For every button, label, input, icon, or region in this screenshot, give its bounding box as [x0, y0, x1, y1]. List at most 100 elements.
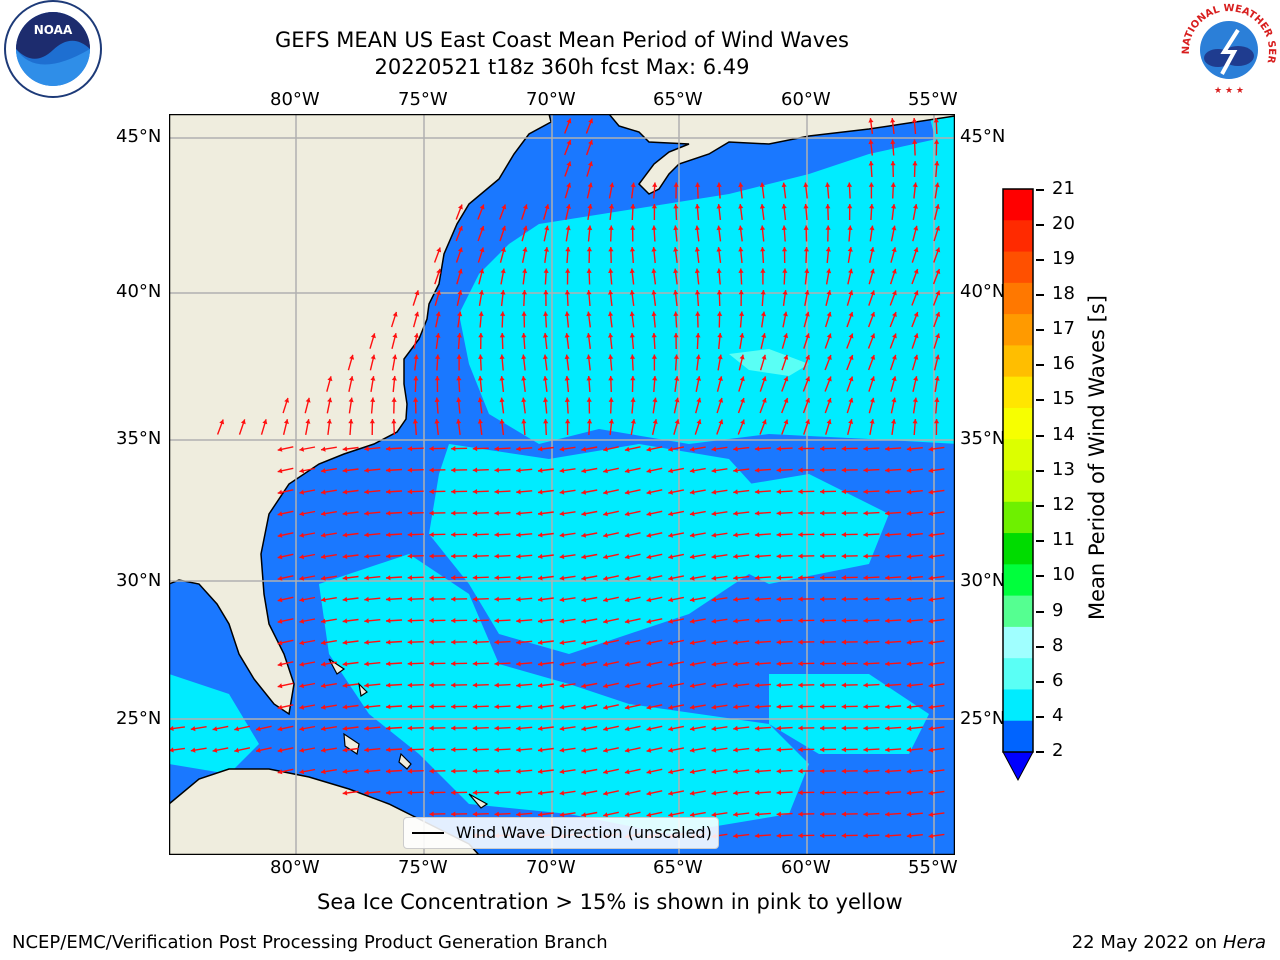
- wind-wave-arrow-head: [928, 446, 934, 452]
- wind-wave-arrow-head: [277, 489, 283, 495]
- wind-wave-arrow-head: [754, 768, 760, 774]
- wind-wave-arrow-head: [559, 468, 565, 474]
- lat-label-40n-right: 40°N: [960, 281, 1006, 302]
- colorbar-tick-label: 6: [1052, 670, 1064, 691]
- wind-wave-arrow-head: [820, 639, 825, 645]
- wind-wave-arrow-head: [668, 640, 673, 646]
- wind-wave-arrow-head: [913, 290, 919, 296]
- wind-wave-arrow-head: [716, 182, 722, 187]
- wind-wave-arrow-head: [564, 311, 570, 317]
- wind-wave-arrow-head: [754, 553, 760, 559]
- wind-wave-arrow-head: [472, 768, 478, 774]
- wind-wave-arrow-head: [841, 446, 847, 452]
- wind-wave-arrow-head: [608, 311, 614, 317]
- wind-wave-arrow-head: [716, 225, 722, 231]
- wind-wave-arrow-head: [928, 554, 934, 560]
- wind-wave-arrow-head: [869, 225, 875, 231]
- wind-wave-arrow-head: [906, 747, 912, 753]
- wind-wave-arrow-head: [386, 768, 391, 774]
- wind-wave-arrow-head: [277, 640, 283, 646]
- wind-wave-arrow-head: [542, 354, 548, 360]
- wind-wave-arrow-head: [624, 812, 630, 818]
- wind-wave-arrow-head: [472, 704, 478, 710]
- lon-label-60w-top: 60°W: [781, 89, 831, 110]
- wind-wave-arrow-head: [798, 467, 803, 473]
- wind-wave-arrow-head: [581, 726, 587, 732]
- wind-wave-arrow-head: [522, 247, 528, 252]
- wind-wave-arrow-head: [733, 596, 738, 602]
- wind-wave-arrow-head: [868, 161, 874, 166]
- wind-wave-arrow-head: [321, 554, 326, 560]
- wind-wave-arrow-head: [559, 489, 565, 495]
- wind-wave-arrow-head: [364, 747, 369, 753]
- wind-wave-arrow-head: [407, 596, 413, 602]
- wind-wave-arrow-head: [456, 397, 462, 403]
- wind-wave-arrow-head: [494, 682, 499, 688]
- wind-wave-arrow-head: [364, 725, 369, 731]
- wind-wave-arrow-head: [848, 333, 854, 339]
- wind-wave-arrow-head: [754, 489, 760, 495]
- wind-wave-arrow-head: [479, 226, 485, 231]
- wind-wave-arrow-head: [327, 376, 333, 382]
- wind-wave-arrow-head: [624, 554, 630, 560]
- wind-wave-arrow-head: [847, 225, 853, 230]
- colorbar-segment: [1003, 533, 1033, 565]
- wind-wave-arrow-head: [934, 161, 940, 166]
- wind-wave-arrow-head: [581, 704, 587, 710]
- wind-wave-arrow-head: [407, 682, 413, 688]
- wind-wave-arrow-head: [521, 376, 527, 381]
- wind-wave-arrow-head: [673, 290, 679, 295]
- wind-wave-arrow-head: [798, 618, 803, 624]
- wind-wave-arrow-head: [603, 618, 608, 624]
- wind-wave-arrow-head: [499, 376, 505, 381]
- wind-wave-arrow-head: [342, 467, 348, 473]
- wind-wave-arrow-head: [651, 354, 657, 359]
- wind-wave-arrow-head: [913, 376, 919, 381]
- wind-wave-arrow-head: [798, 768, 803, 774]
- wind-wave-arrow-head: [906, 725, 912, 731]
- wind-wave-arrow-head: [412, 419, 418, 424]
- wind-wave-arrow-head: [798, 553, 803, 559]
- lon-label-70w-top: 70°W: [526, 89, 576, 110]
- wind-wave-arrow-head: [581, 683, 587, 689]
- wind-wave-arrow-head: [646, 640, 652, 646]
- wind-wave-arrow-head: [472, 446, 478, 452]
- wind-wave-arrow-head: [581, 532, 587, 538]
- wind-wave-arrow-head: [652, 182, 658, 187]
- wind-wave-arrow-head: [581, 661, 587, 667]
- wind-wave-arrow-head: [673, 268, 679, 274]
- wind-wave-arrow-head: [673, 182, 679, 187]
- wind-wave-arrow-head: [754, 725, 760, 731]
- wind-wave-arrow-head: [825, 204, 831, 209]
- wind-wave-arrow-head: [348, 376, 354, 381]
- lon-label-80w-bottom: 80°W: [270, 857, 320, 878]
- wind-wave-arrow-head: [299, 618, 305, 624]
- wind-wave-arrow-head: [566, 161, 572, 167]
- wind-wave-arrow-head: [646, 511, 652, 517]
- wind-wave-arrow-head: [711, 726, 717, 732]
- wind-wave-arrow-head: [885, 596, 890, 602]
- wind-wave-arrow-head: [364, 639, 369, 645]
- wind-wave-arrow-head: [928, 468, 934, 474]
- wind-wave-arrow-head: [738, 225, 744, 231]
- wind-wave-arrow-head: [820, 446, 825, 452]
- wind-wave-arrow-head: [804, 268, 810, 274]
- wind-wave-arrow-head: [841, 639, 847, 645]
- wind-wave-arrow-head: [299, 446, 305, 452]
- wind-wave-arrow-head: [689, 726, 695, 732]
- wind-wave-arrow-head: [494, 553, 499, 559]
- wind-wave-arrow-head: [841, 747, 847, 753]
- wind-wave-arrow-head: [277, 726, 283, 732]
- wind-wave-arrow-head: [912, 139, 918, 144]
- wind-wave-arrow-head: [646, 683, 652, 689]
- wind-wave-arrow-head: [305, 397, 311, 403]
- wind-wave-arrow-head: [805, 333, 810, 339]
- wind-wave-arrow-head: [457, 247, 463, 253]
- wind-wave-arrow-head: [803, 204, 809, 209]
- wind-wave-arrow-head: [885, 532, 890, 538]
- wind-wave-arrow-head: [826, 268, 832, 274]
- wind-wave-arrow-head: [892, 312, 897, 317]
- colorbar-tick-mark: [1036, 681, 1044, 683]
- wind-wave-arrow-head: [689, 532, 695, 538]
- wind-wave-arrow-head: [863, 747, 868, 753]
